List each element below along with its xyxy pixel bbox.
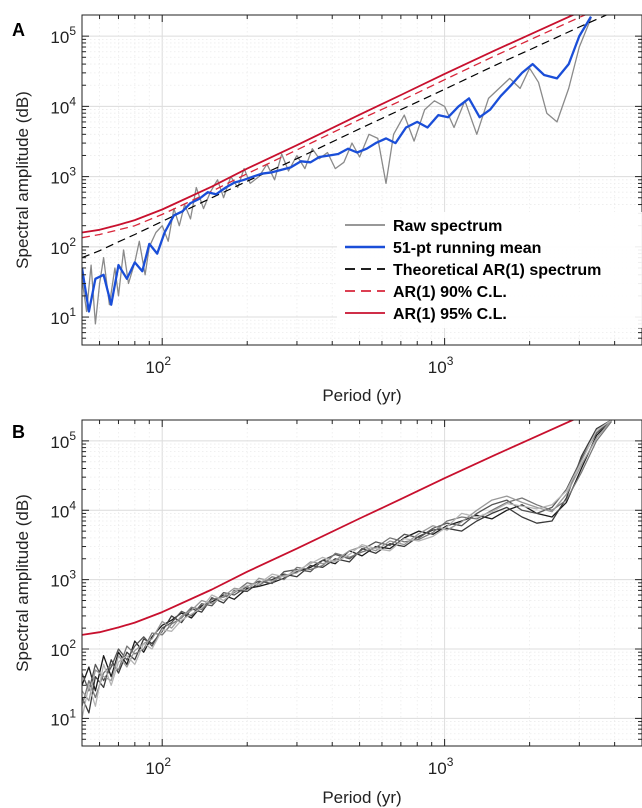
series-line-b-2 (82, 420, 612, 692)
series-line-b-6 (82, 420, 576, 636)
y-tick-label: 104 (50, 94, 76, 117)
panel-b-letter: B (12, 422, 25, 442)
panel-a-series (82, 15, 608, 325)
panel-b-grid (82, 419, 642, 747)
series-line-b-4 (82, 420, 612, 702)
y-tick-label: 104 (50, 498, 76, 521)
series-line-a-2 (82, 15, 608, 259)
legend-label: 51-pt running mean (393, 240, 541, 257)
panel-b-x-axis-label: Period (yr) (322, 788, 401, 807)
panel-a-y-axis-label: Spectral amplitude (dB) (13, 91, 32, 269)
panel-a-x-axis-label: Period (yr) (322, 386, 401, 405)
panel-b-ticks (82, 419, 642, 747)
panel-a-chart: A 101 102 103 104 105 102 103 Period (yr) Spe… (12, 14, 642, 405)
series-line-b-5 (82, 420, 612, 719)
legend-box (337, 212, 642, 328)
y-tick-label: 103 (50, 165, 76, 188)
panel-b-y-tick-labels: 101 102 103 104 105 (50, 429, 76, 730)
y-tick-label: 105 (50, 429, 76, 452)
series-line-b-1 (82, 420, 612, 714)
legend-label: Theoretical AR(1) spectrum (393, 262, 601, 279)
y-tick-label: 102 (50, 637, 76, 660)
panel-a-legend: Raw spectrum 51-pt running mean Theoretica… (337, 212, 642, 328)
legend-label: AR(1) 95% C.L. (393, 306, 507, 323)
x-tick-label: 102 (145, 354, 171, 377)
series-line-a-0 (82, 17, 592, 325)
y-tick-label: 105 (50, 24, 76, 47)
panel-b-x-tick-labels: 102 103 (145, 755, 453, 778)
panel-a-y-tick-labels: 101 102 103 104 105 (50, 24, 76, 328)
panel-b-y-axis-label: Spectral amplitude (dB) (13, 494, 32, 672)
legend-label: Raw spectrum (393, 218, 502, 235)
panel-b-chart: B 101 102 103 104 105 102 103 Period (yr) Spe… (12, 419, 642, 807)
series-line-b-0 (82, 420, 612, 692)
series-line-a-3 (82, 15, 587, 239)
panel-a-letter: A (12, 20, 25, 40)
y-tick-label: 103 (50, 568, 76, 591)
y-tick-label: 101 (50, 706, 76, 729)
y-tick-label: 102 (50, 235, 76, 258)
x-tick-label: 103 (428, 755, 454, 778)
panel-a-ticks (82, 14, 642, 346)
x-tick-label: 102 (145, 755, 171, 778)
panel-b-series (82, 420, 613, 719)
x-tick-label: 103 (428, 354, 454, 377)
y-tick-label: 101 (50, 305, 76, 328)
legend-label: AR(1) 90% C.L. (393, 284, 507, 301)
series-line-b-3 (82, 421, 613, 707)
panel-a-x-tick-labels: 102 103 (145, 354, 453, 377)
series-line-a-1 (82, 16, 592, 313)
series-line-a-4 (82, 15, 576, 234)
